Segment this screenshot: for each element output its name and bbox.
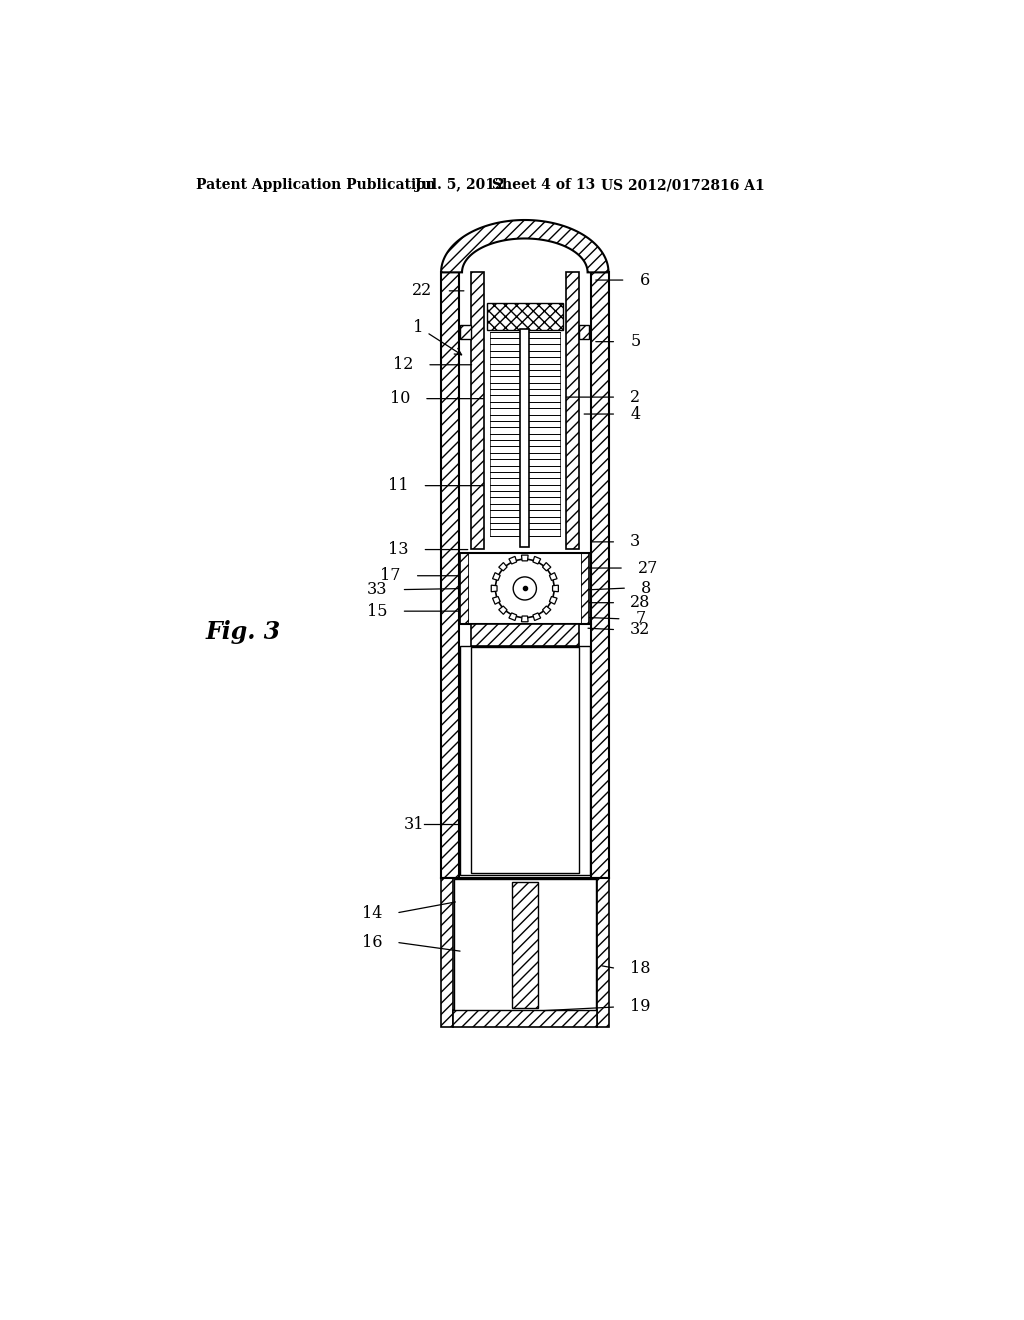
- Text: Sheet 4 of 13: Sheet 4 of 13: [493, 178, 596, 193]
- Text: 10: 10: [390, 391, 410, 407]
- Bar: [441, 878, 453, 1027]
- Polygon shape: [581, 553, 589, 624]
- Bar: [471, 624, 579, 645]
- Polygon shape: [499, 606, 507, 614]
- Text: 1: 1: [414, 318, 462, 355]
- Text: 4: 4: [630, 405, 640, 422]
- Bar: [484, 331, 565, 536]
- Text: 18: 18: [630, 960, 650, 977]
- Text: 8: 8: [641, 579, 651, 597]
- Bar: [520, 330, 529, 548]
- Text: 32: 32: [630, 622, 650, 638]
- Polygon shape: [532, 612, 541, 620]
- Polygon shape: [543, 606, 551, 614]
- Bar: [566, 272, 579, 549]
- Bar: [460, 645, 590, 875]
- Text: Fig. 3: Fig. 3: [205, 620, 281, 644]
- Text: 22: 22: [413, 282, 432, 300]
- Text: 5: 5: [630, 333, 640, 350]
- Text: 16: 16: [361, 933, 382, 950]
- Text: 31: 31: [403, 816, 424, 833]
- Text: 13: 13: [388, 541, 409, 558]
- Bar: [579, 325, 589, 339]
- Bar: [461, 325, 471, 339]
- Text: 14: 14: [361, 904, 382, 921]
- Polygon shape: [499, 562, 507, 570]
- Bar: [441, 272, 459, 878]
- Text: 7: 7: [636, 610, 646, 627]
- Polygon shape: [461, 553, 469, 624]
- Bar: [486, 304, 563, 330]
- Bar: [591, 272, 608, 878]
- Text: 12: 12: [393, 356, 414, 374]
- Text: 3: 3: [630, 533, 640, 550]
- Text: US 2012/0172816 A1: US 2012/0172816 A1: [601, 178, 765, 193]
- Polygon shape: [550, 573, 557, 581]
- Text: 17: 17: [380, 568, 400, 585]
- Circle shape: [496, 560, 554, 618]
- Text: Jul. 5, 2012: Jul. 5, 2012: [415, 178, 505, 193]
- Bar: [454, 879, 596, 1010]
- Polygon shape: [553, 585, 558, 591]
- Bar: [453, 1010, 597, 1027]
- Bar: [512, 882, 538, 1008]
- Text: 19: 19: [630, 998, 650, 1015]
- Text: 11: 11: [388, 477, 409, 494]
- Text: 15: 15: [368, 603, 388, 619]
- Polygon shape: [543, 562, 551, 570]
- Polygon shape: [550, 597, 557, 605]
- Text: Patent Application Publication: Patent Application Publication: [197, 178, 436, 193]
- Text: 27: 27: [638, 560, 658, 577]
- Polygon shape: [441, 220, 608, 272]
- Text: 6: 6: [640, 272, 650, 289]
- Text: 33: 33: [368, 581, 388, 598]
- Bar: [471, 272, 483, 549]
- Polygon shape: [532, 557, 541, 564]
- Polygon shape: [521, 556, 528, 561]
- Text: 2: 2: [630, 388, 640, 405]
- Bar: [471, 647, 579, 873]
- Bar: [469, 553, 581, 624]
- Polygon shape: [492, 585, 497, 591]
- Polygon shape: [521, 616, 528, 622]
- Circle shape: [513, 577, 537, 601]
- Polygon shape: [509, 612, 517, 620]
- Polygon shape: [493, 597, 500, 605]
- Bar: [597, 878, 608, 1027]
- Text: 28: 28: [630, 594, 650, 611]
- Polygon shape: [493, 573, 500, 581]
- Polygon shape: [509, 557, 517, 564]
